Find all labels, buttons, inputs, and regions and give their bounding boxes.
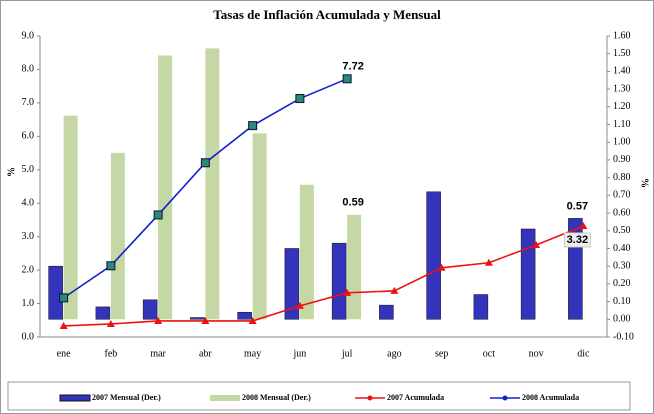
y-axis-label: %: [6, 167, 17, 177]
marker: [390, 286, 399, 294]
legend-swatch: [59, 394, 91, 402]
bar: [252, 133, 267, 320]
y-tick-label: 2.0: [22, 264, 35, 275]
bar: [284, 248, 300, 320]
y2-axis-label: %: [639, 178, 650, 188]
y2-tick-label: 1.60: [613, 30, 631, 41]
marker: [342, 74, 352, 84]
y2-tick-label: 0.80: [613, 172, 631, 183]
bar: [95, 306, 111, 320]
y2-tick-label: 0.40: [613, 243, 631, 254]
bar: [299, 184, 314, 320]
x-tick-label: mar: [150, 348, 166, 359]
y2-tick-label: 1.30: [613, 83, 631, 94]
x-tick-label: abr: [199, 348, 212, 359]
x-tick-label: jun: [292, 348, 306, 359]
legend-label: 2007 Acumulada: [387, 393, 444, 402]
y2-tick-label: 1.00: [613, 137, 631, 148]
legend-swatch: [210, 395, 240, 401]
legend-marker: [367, 395, 373, 401]
data-label: 3.32: [567, 234, 588, 246]
y2-tick-label: 0.50: [613, 225, 631, 236]
marker: [201, 316, 210, 324]
marker: [106, 261, 116, 271]
bar: [237, 311, 252, 320]
x-tick-label: dic: [577, 348, 590, 359]
marker: [437, 263, 446, 271]
legend-box: [7, 381, 631, 411]
x-tick-label: nov: [529, 348, 544, 359]
y-tick-label: 7.0: [22, 97, 35, 108]
y-tick-label: 6.0: [22, 131, 35, 142]
bar: [347, 214, 362, 320]
x-tick-label: may: [244, 348, 261, 359]
legend-label: 2008 Mensual (Der.): [242, 393, 311, 402]
bar: [379, 304, 394, 320]
marker: [295, 94, 305, 104]
bar: [63, 115, 78, 320]
marker: [295, 301, 304, 309]
y2-tick-label: 1.20: [613, 101, 631, 112]
bar: [190, 317, 205, 320]
y-tick-label: 5.0: [22, 164, 35, 175]
marker: [59, 321, 68, 329]
y2-tick-label: 0.30: [613, 260, 631, 271]
marker: [153, 210, 163, 220]
bar: [520, 228, 536, 320]
y2-tick-label: 0.70: [613, 190, 631, 201]
y2-tick-label: 0.00: [613, 314, 631, 325]
marker: [248, 121, 258, 131]
marker: [579, 221, 588, 229]
y-tick-label: 9.0: [22, 30, 35, 41]
y-tick-label: 1.0: [22, 298, 35, 309]
bar: [142, 299, 158, 320]
x-tick-label: jul: [341, 348, 353, 359]
data-label: 0.57: [567, 200, 588, 212]
marker: [248, 316, 257, 324]
data-label: 7.72: [342, 61, 363, 73]
y2-tick-label: 0.10: [613, 296, 631, 307]
bar: [205, 48, 220, 320]
bar: [473, 294, 489, 320]
x-tick-label: ago: [387, 348, 401, 359]
bar: [331, 242, 347, 320]
legend-label: 2007 Mensual (Der.): [92, 393, 161, 402]
line: [63, 225, 584, 327]
y2-tick-label: 1.50: [613, 48, 631, 59]
legend-marker: [502, 395, 508, 401]
y-tick-label: 3.0: [22, 231, 35, 242]
bar: [426, 191, 441, 320]
y2-tick-label: 0.60: [613, 207, 631, 218]
x-tick-label: sep: [435, 348, 448, 359]
x-tick-label: feb: [104, 348, 117, 359]
y2-tick-label: 0.90: [613, 154, 631, 165]
y-tick-label: 0.0: [22, 331, 35, 342]
data-label-bg: [563, 232, 591, 248]
marker: [484, 258, 493, 266]
marker: [200, 158, 210, 168]
data-label: 0.59: [342, 197, 363, 209]
y2-tick-label: -0.10: [613, 331, 634, 342]
y-tick-label: 8.0: [22, 64, 35, 75]
y2-tick-label: 1.40: [613, 66, 631, 77]
marker: [343, 288, 352, 296]
y2-tick-label: 1.10: [613, 119, 631, 130]
chart-title: Tasas de Inflación Acumulada y Mensual: [213, 7, 441, 22]
y2-tick-label: 0.20: [613, 278, 631, 289]
marker: [532, 241, 541, 249]
bar: [110, 152, 125, 320]
bar: [158, 55, 173, 320]
marker: [106, 319, 115, 327]
marker: [59, 293, 69, 303]
x-tick-label: oct: [483, 348, 495, 359]
bar: [48, 265, 63, 320]
marker: [154, 316, 163, 324]
x-tick-label: ene: [57, 348, 71, 359]
y-tick-label: 4.0: [22, 198, 35, 209]
legend-label: 2008 Acumulada: [522, 393, 579, 402]
